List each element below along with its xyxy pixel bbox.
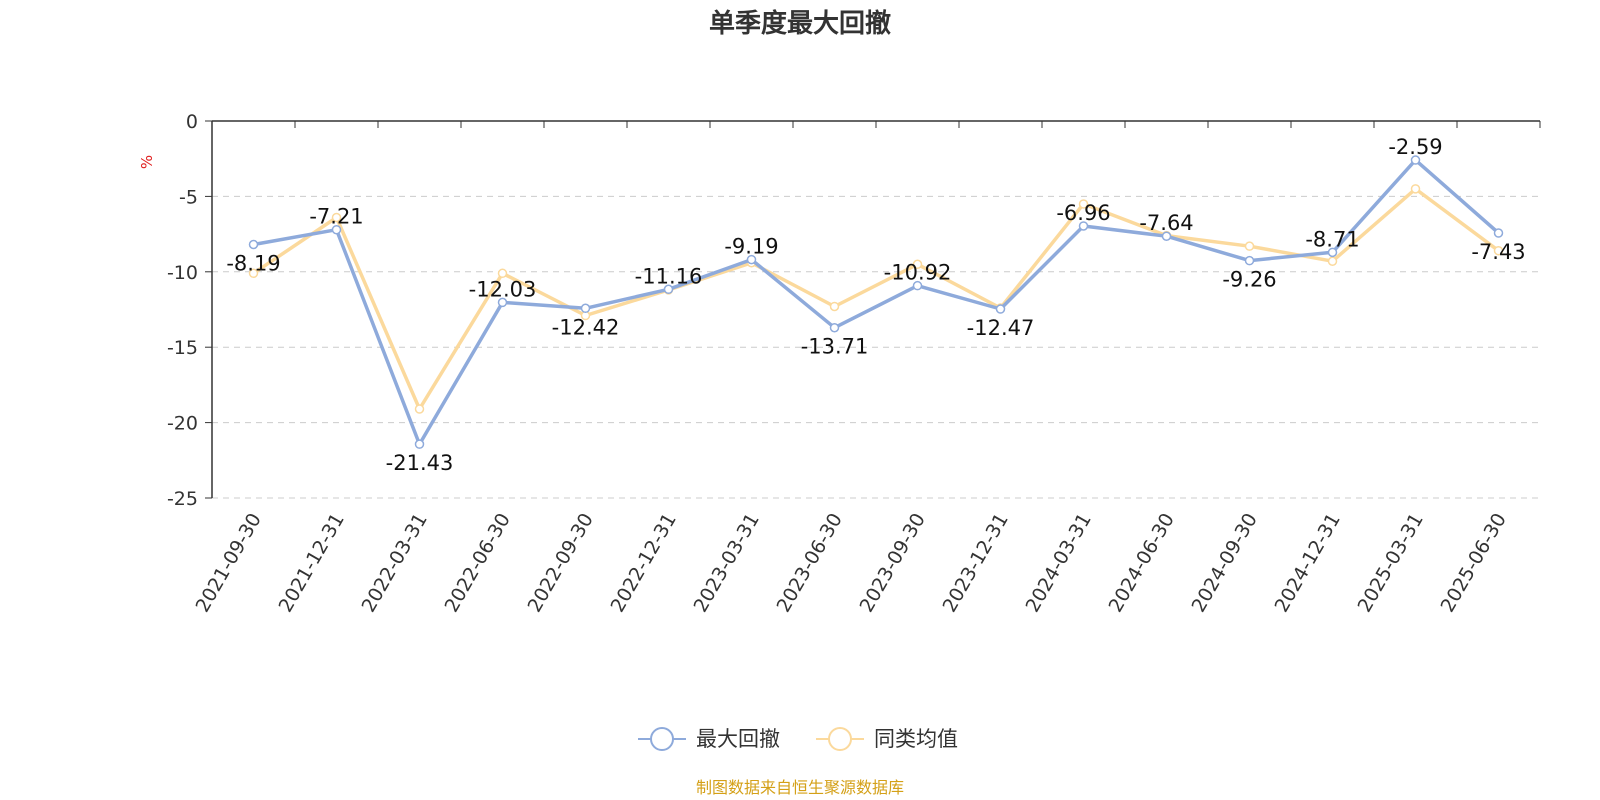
- x-tick-label: 2024-09-30: [1188, 510, 1262, 617]
- x-tick-label: 2024-03-31: [1022, 510, 1096, 617]
- series-0-point: [829, 322, 840, 333]
- legend-marker: [828, 727, 852, 751]
- data-label: -9.26: [1222, 268, 1276, 292]
- series-1-point: [1327, 256, 1338, 266]
- series-0-point: [248, 239, 259, 250]
- y-tick-label: -5: [179, 186, 198, 208]
- data-label: -11.16: [635, 264, 703, 288]
- series-1-point: [497, 268, 508, 279]
- x-tick-label: 2021-09-30: [192, 510, 266, 617]
- series-0-point: [995, 304, 1006, 314]
- data-label: -9.19: [724, 235, 778, 259]
- legend-marker: [650, 727, 674, 751]
- series-1-point: [248, 268, 259, 279]
- series-0-point: [1493, 228, 1504, 238]
- series-group: [248, 155, 1504, 449]
- series-1-point: [829, 301, 840, 312]
- y-tick-label: -25: [167, 488, 198, 510]
- data-label: -7.43: [1471, 240, 1525, 264]
- x-tick-label: 2023-09-30: [856, 510, 930, 617]
- series-0-point: [414, 439, 425, 449]
- x-tick-label: 2023-03-31: [690, 510, 764, 617]
- source-note: 制图数据来自恒生聚源数据库: [696, 778, 904, 797]
- chart-title: 单季度最大回撤: [709, 8, 891, 39]
- series-1-point: [1244, 241, 1255, 251]
- y-tick-labels: 0 -5 -10 -15 -20 -25: [167, 111, 198, 510]
- x-tick-label: 2024-12-31: [1271, 510, 1345, 617]
- data-label: -13.71: [801, 335, 869, 359]
- x-tick-label: 2025-03-31: [1354, 510, 1428, 617]
- series-0-point: [912, 280, 923, 291]
- x-tick-label: 2022-09-30: [524, 510, 598, 617]
- y-tick-label: -20: [167, 413, 198, 435]
- series-0-point: [497, 297, 508, 308]
- series-line-1: [252, 187, 1500, 411]
- x-tick-label: 2022-06-30: [441, 510, 515, 617]
- series-0-point: [1161, 231, 1172, 241]
- data-label: -7.64: [1139, 211, 1193, 235]
- series-1-point: [912, 259, 923, 270]
- data-label: -8.71: [1305, 227, 1359, 251]
- series-0-point: [1410, 155, 1421, 165]
- x-tick-label: 2025-06-30: [1437, 510, 1511, 617]
- data-label: -12.03: [469, 277, 537, 301]
- series-0-point: [663, 284, 674, 295]
- x-tick-label: 2022-03-31: [358, 510, 432, 617]
- series-0-point: [331, 224, 342, 235]
- x-tick-label: 2023-12-31: [939, 510, 1013, 617]
- series-0-point: [1078, 221, 1089, 231]
- legend-label: 同类均值: [874, 727, 958, 751]
- data-label: -21.43: [386, 451, 454, 475]
- y-axis-unit: %: [138, 155, 156, 169]
- series-1-point: [331, 212, 342, 223]
- series-1-point: [1410, 184, 1421, 194]
- series-line-0: [253, 158, 1500, 446]
- legend-item-1[interactable]: 同类均值: [816, 727, 958, 751]
- data-labels: -8.19 -7.21 -21.43 -12.03 -12.42 -11.16 -9.19 -…: [226, 135, 1525, 475]
- x-tick-label: 2021-12-31: [275, 510, 349, 617]
- data-label: -8.19: [226, 252, 280, 276]
- y-tick-label: 0: [186, 111, 198, 133]
- series-0-point: [746, 254, 757, 265]
- legend-label: 最大回撤: [696, 727, 780, 751]
- series-1-point: [1493, 245, 1504, 256]
- series-0-point: [580, 303, 591, 314]
- data-label: -12.47: [967, 316, 1035, 340]
- y-tick-label: -10: [167, 262, 198, 284]
- series-0-point: [1244, 255, 1255, 266]
- series-0-point: [1327, 247, 1338, 258]
- y-tick-label: -15: [167, 337, 198, 359]
- data-label: -12.42: [552, 315, 620, 339]
- data-label: -6.96: [1056, 201, 1110, 225]
- x-tick-label: 2024-06-30: [1105, 510, 1179, 617]
- x-tick-labels: 2021-09-30 2021-12-31 2022-03-31 2022-06-30…: [192, 510, 1511, 617]
- data-label: -7.21: [309, 205, 363, 229]
- x-tick-label: 2023-06-30: [773, 510, 847, 617]
- axes: [205, 120, 1541, 499]
- x-tick-label: 2022-12-31: [607, 510, 681, 617]
- series-1-point: [1078, 199, 1089, 209]
- data-label: -10.92: [884, 261, 952, 285]
- data-label: -2.59: [1388, 135, 1442, 159]
- series-1-point: [414, 404, 425, 414]
- legend[interactable]: 最大回撤 同类均值: [638, 727, 958, 751]
- legend-item-0[interactable]: 最大回撤: [638, 727, 780, 751]
